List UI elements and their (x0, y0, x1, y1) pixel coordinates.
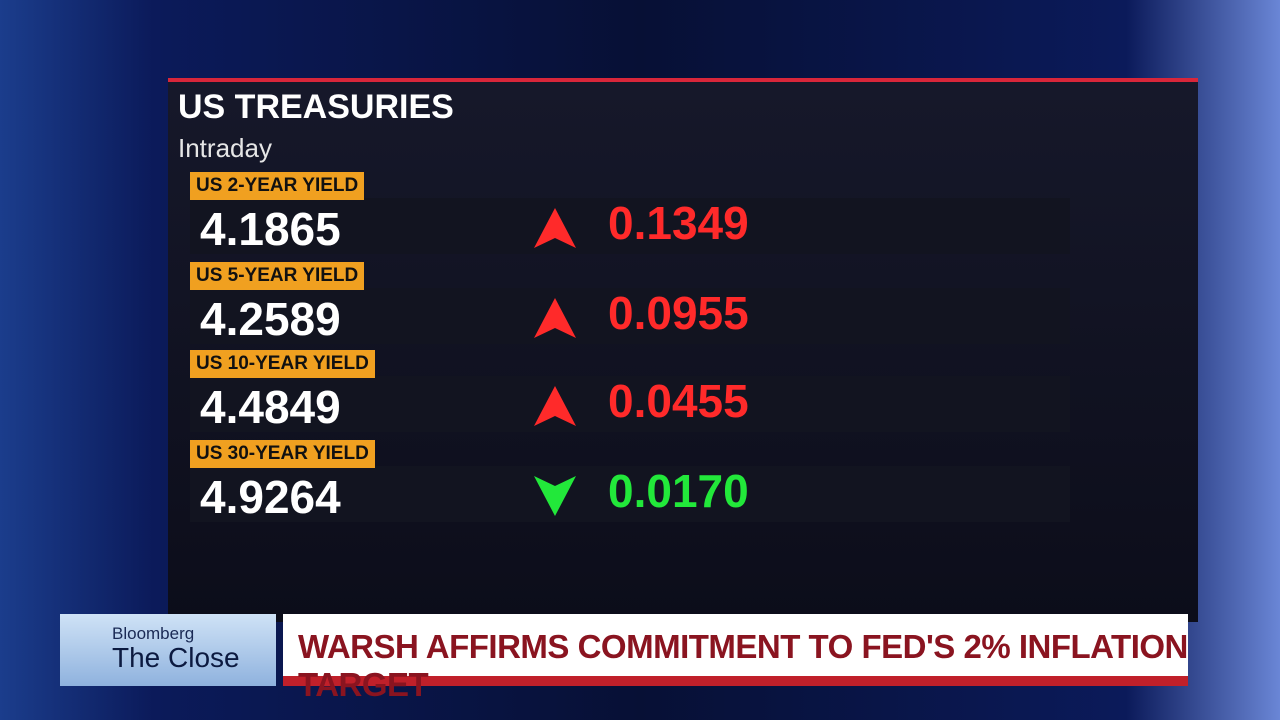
show-name: The Close (112, 642, 240, 673)
row-background (190, 466, 1070, 522)
arrow-shape (534, 386, 576, 426)
change: 0.0170 (608, 465, 749, 517)
change: 0.0455 (608, 375, 749, 427)
row-label: US 5-YEAR YIELD (190, 262, 365, 290)
direction-arrow (534, 476, 576, 516)
row-background (190, 198, 1070, 254)
headline: WARSH AFFIRMS COMMITMENT TO FED'S 2% INF… (298, 628, 1188, 703)
value: 4.4849 (200, 381, 341, 433)
change: 0.1349 (608, 197, 749, 249)
title: US TREASURIES (178, 88, 454, 126)
value: 4.2589 (200, 293, 341, 345)
row-label: US 2-YEAR YIELD (190, 172, 365, 200)
arrow-shape (534, 476, 576, 516)
row-label: US 10-YEAR YIELD (190, 350, 375, 378)
subtitle: Intraday (178, 133, 272, 163)
row-label: US 30-YEAR YIELD (190, 440, 375, 468)
value: 4.1865 (200, 203, 341, 255)
direction-arrow (534, 298, 576, 338)
direction-arrow (534, 208, 576, 248)
arrow-shape (534, 298, 576, 338)
headline-box (283, 614, 1188, 686)
arrow-shape (534, 208, 576, 248)
brand: Bloomberg (112, 624, 195, 643)
row-background (190, 376, 1070, 432)
value: 4.9264 (200, 471, 341, 523)
row-background (190, 288, 1070, 344)
show-box (60, 614, 276, 686)
change: 0.0955 (608, 287, 749, 339)
direction-arrow (534, 386, 576, 426)
